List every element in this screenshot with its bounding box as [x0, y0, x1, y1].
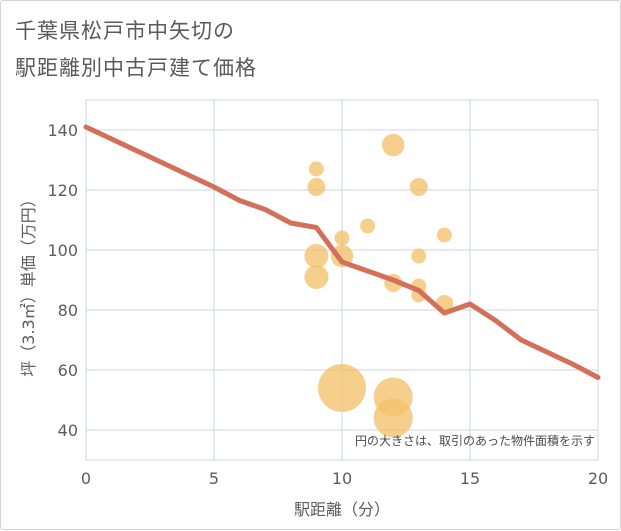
x-tick-label: 5: [209, 469, 219, 488]
y-tick-label: 140: [47, 121, 78, 140]
x-tick-label: 10: [332, 469, 352, 488]
y-tick-label: 40: [58, 421, 78, 440]
y-axis-title: 坪（3.3㎡）単価（万円）: [19, 191, 38, 376]
bubble-size-note: 円の大きさは、取引のあった物件面積を示す: [355, 433, 595, 448]
scatter-point: [411, 248, 427, 264]
y-tick-label: 80: [58, 301, 78, 320]
scatter-point: [318, 364, 366, 412]
scatter-point: [373, 398, 413, 438]
scatter-point: [360, 218, 376, 234]
y-tick-label: 100: [47, 241, 78, 260]
scatter-point: [381, 133, 405, 157]
scatter-point: [436, 227, 452, 243]
y-tick-label: 120: [47, 181, 78, 200]
scatter-point: [409, 178, 428, 196]
chart-title-line2: 駅距離別中古戸建て価格: [15, 56, 257, 80]
x-tick-label: 20: [588, 469, 608, 488]
average-price-line: [83, 124, 601, 380]
x-tick-label: 15: [460, 469, 480, 488]
x-axis-title: 駅距離（分）: [294, 500, 390, 519]
chart-title-line1: 千葉県松戸市中矢切の: [15, 19, 235, 43]
scatter-point: [334, 230, 350, 246]
scatter-point: [304, 265, 329, 289]
x-tick-label: 0: [81, 469, 91, 488]
scatter-point: [304, 244, 329, 268]
y-tick-label: 60: [58, 361, 78, 380]
scatter-point: [308, 161, 324, 177]
scatter-point: [307, 178, 326, 196]
